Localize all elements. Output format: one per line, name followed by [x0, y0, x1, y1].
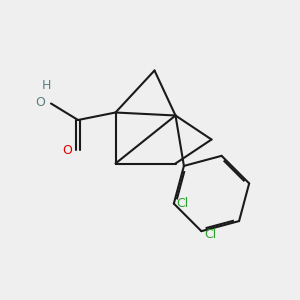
Text: Cl: Cl	[176, 197, 188, 210]
Text: O: O	[63, 143, 72, 157]
Text: Cl: Cl	[204, 228, 216, 241]
Text: H: H	[42, 79, 51, 92]
Text: O: O	[36, 95, 46, 109]
